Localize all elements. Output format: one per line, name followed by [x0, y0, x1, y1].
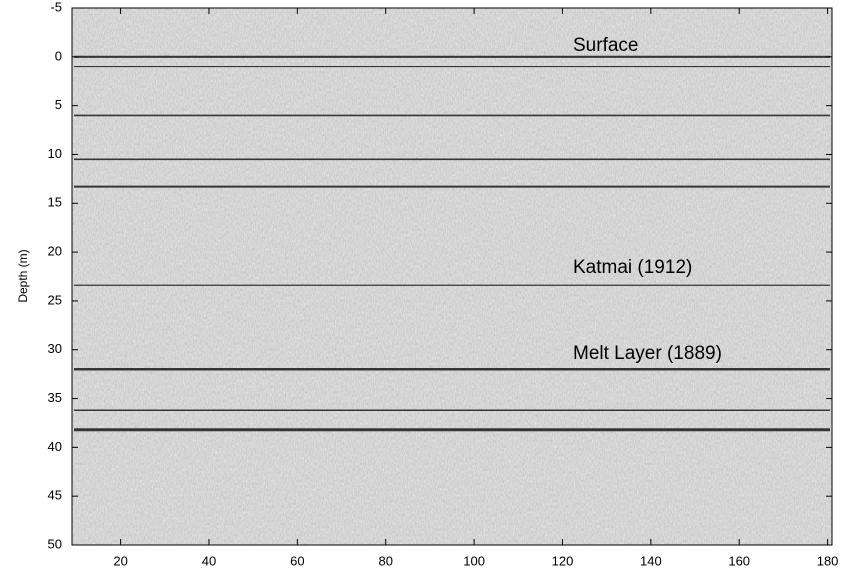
y-tick-label: 10: [48, 146, 62, 161]
x-tick-label: 100: [463, 553, 485, 568]
y-axis-label: Depth (m): [16, 249, 30, 302]
y-tick-label: 15: [48, 195, 62, 210]
y-tick-label: 35: [48, 390, 62, 405]
x-tick-label: 60: [290, 553, 304, 568]
noise-texture: [72, 8, 832, 545]
x-tick-label: 40: [202, 553, 216, 568]
x-tick-label: 120: [552, 553, 574, 568]
y-tick-label: 0: [55, 48, 62, 63]
y-tick-label: 20: [48, 244, 62, 259]
y-tick-label: 40: [48, 439, 62, 454]
x-tick-label: 80: [378, 553, 392, 568]
annotation: Surface: [573, 35, 638, 56]
chart: Depth (m) -5 0 5 10 15 20 25 30 35 40 45 50 20 40 60 80…: [0, 0, 854, 575]
x-tick-label: 20: [113, 553, 127, 568]
x-tick-label: 160: [728, 553, 750, 568]
annotation: Melt Layer (1889): [573, 343, 722, 364]
y-tick-label: 45: [48, 488, 62, 503]
y-tick-label: 25: [48, 292, 62, 307]
y-tick-label: 50: [48, 536, 62, 551]
y-tick-label: 30: [48, 341, 62, 356]
y-tick-label: 5: [55, 97, 62, 112]
annotation: Katmai (1912): [573, 257, 692, 278]
y-tick-label: -5: [50, 0, 62, 14]
x-tick-label: 140: [640, 553, 662, 568]
x-tick-label: 180: [817, 553, 839, 568]
